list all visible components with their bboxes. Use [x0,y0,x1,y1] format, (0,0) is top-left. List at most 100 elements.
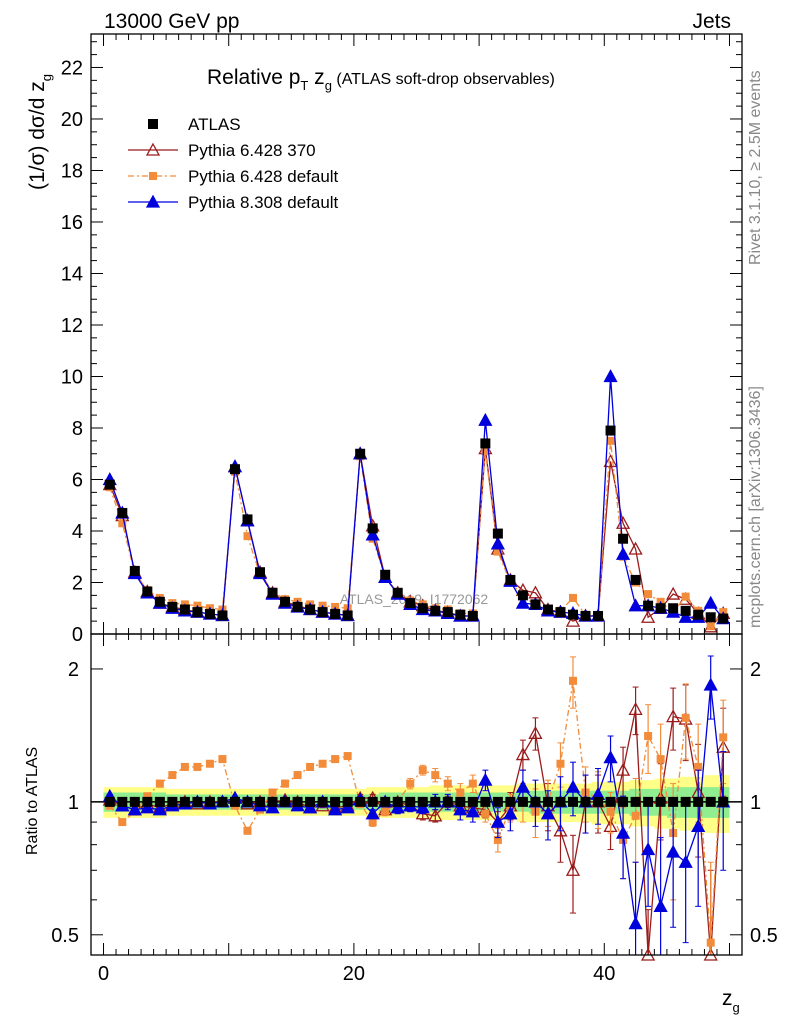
pythia-8-308-default-ratio-point [127,802,142,816]
pythia-6-428-default-ratio-point [368,818,377,827]
x-tick-label: 40 [593,963,615,985]
pythia-6-428-default-point [568,593,577,602]
atlas-point [342,610,353,621]
atlas-point [104,479,115,490]
x-axis-label: zg [722,987,740,1015]
atlas-ratio-point [267,796,278,807]
pythia-8-308-default-ratio-point [490,814,505,828]
atlas-point [618,533,629,544]
atlas-point [229,464,240,475]
atlas-point [242,514,253,525]
atlas-ratio-point [517,796,528,807]
y-tick-label: 14 [61,263,83,285]
pythia-8-308-default-ratio-point [365,806,380,820]
pythia-6-428-default-ratio-point [193,762,202,771]
pythia-6-428-default-point [681,592,690,601]
atlas-point [142,586,153,597]
pythia-8-308-default-point [365,527,380,541]
pythia-8-308-default-ratio-point [641,842,656,856]
atlas-ratio-point [467,796,478,807]
atlas-ratio-point [330,796,341,807]
atlas-point [492,528,503,539]
atlas-point [455,609,466,620]
atlas-ratio-point [104,796,115,807]
atlas-ratio-point [567,796,578,807]
chart-title: Relative pT zg (ATLAS soft-drop observab… [207,66,555,93]
atlas-ratio-point [542,796,553,807]
pythia-6-428-default-ratio-point [205,759,214,768]
atlas-point [330,608,341,619]
pythia-6-428-default-ratio-point [118,818,127,827]
atlas-ratio-point [280,796,291,807]
atlas-ratio-point [705,796,716,807]
atlas-point [505,574,516,585]
pythia-8-308-default-ratio-point [603,750,618,764]
pythia-6-428-default-ratio-point [481,809,490,818]
pythia-6-428-default-ratio-point [343,752,352,761]
legend-marker-atlas [148,119,158,129]
pythia-8-308-default-ratio-point [390,800,405,814]
atlas-point [517,590,528,601]
atlas-ratio-point [417,796,428,807]
pythia-8-308-default-ratio-point [503,806,518,820]
atlas-point [542,604,553,615]
atlas-ratio-point [455,796,466,807]
atlas-point [380,569,391,580]
atlas-ratio-point [643,796,654,807]
atlas-ratio-point [154,796,165,807]
y-tick-label: 6 [72,469,83,491]
category-label: Jets [692,10,731,33]
pythia-8-308-default-ratio-point [465,804,480,818]
atlas-point [280,596,291,607]
pythia-6-428-default-point [243,532,252,541]
pythia-6-428-default-ratio-point [381,807,390,816]
atlas-point [292,601,303,612]
pythia-6-428-370-ratio-line [109,709,724,956]
atlas-point [267,587,278,598]
pythia-6-428-370-ratio-point [615,762,631,776]
y-tick-label: 18 [61,160,83,182]
pythia-8-308-default-ratio-point [340,800,355,814]
atlas-ratio-point [242,796,253,807]
pythia-6-428-default-ratio-point [644,731,653,740]
y-tick-label: 16 [61,212,83,234]
pythia-8-308-default-point [703,595,718,609]
atlas-ratio-point [605,796,616,807]
x-tick-label: 0 [98,963,109,985]
atlas-point [442,607,453,618]
atlas-ratio-point [179,796,190,807]
pythia-8-308-default-ratio-point [540,806,556,820]
ratio-tick-label: 1 [750,792,761,814]
pythia-6-428-370-ratio-point [428,808,443,822]
pythia-8-308-default-ratio-point [415,800,430,814]
atlas-ratio-point [317,796,328,807]
pythia-8-308-default-ratio-point [703,677,718,691]
atlas-ratio-point [129,796,140,807]
pythia-8-308-default-point [615,546,631,560]
pythia-6-428-default-ratio-point [631,811,640,820]
pythia-6-428-370-point [666,586,681,600]
atlas-ratio-point [342,796,353,807]
pythia-6-428-370-point [628,541,643,555]
pythia-8-308-default-point [515,595,531,609]
atlas-point [605,425,616,436]
pythia-6-428-default-ratio-point [293,771,302,780]
pythia-6-428-default-point [644,590,653,599]
atlas-ratio-point [392,796,403,807]
pythia-6-428-default-ratio-point [468,779,477,788]
atlas-point [480,438,491,449]
pythia-6-428-370-point [603,454,618,468]
pythia-6-428-default-ratio-point [706,938,715,947]
pythia-6-428-default-ratio-point [331,755,340,764]
atlas-ratio-point [255,796,266,807]
pythia-6-428-default-ratio-point [456,788,465,797]
atlas-ratio-point [355,796,366,807]
y-tick-label: 22 [61,57,83,79]
ratio-tick-label: 1 [68,792,79,814]
atlas-point [630,574,641,585]
pythia-6-428-default-ratio-point [155,779,164,788]
atlas-ratio-point [292,796,303,807]
pythia-8-308-default-ratio-point [565,779,581,793]
pythia-6-428-default-point [493,547,502,556]
